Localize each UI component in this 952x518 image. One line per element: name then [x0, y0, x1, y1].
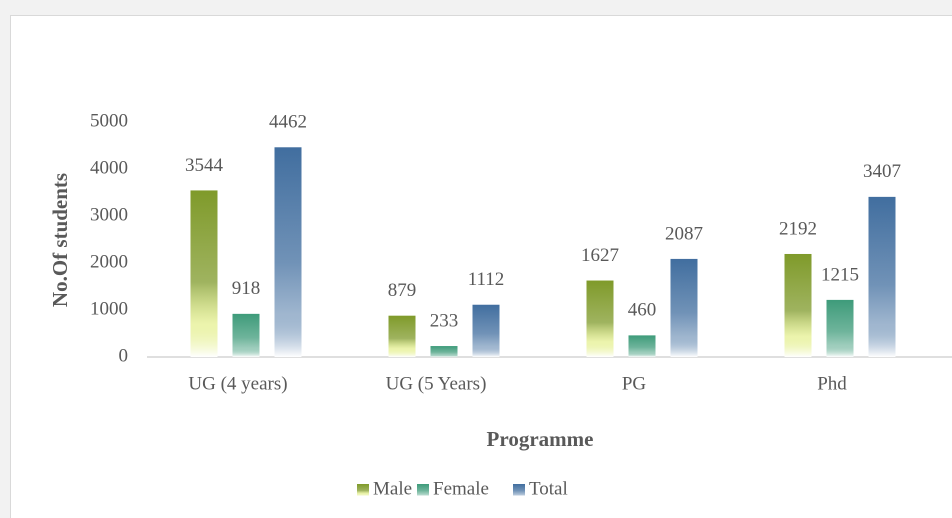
y-tick-label: 1000 [90, 298, 128, 319]
legend-swatch [513, 484, 525, 496]
bar [670, 258, 698, 357]
data-label: 2192 [779, 218, 817, 239]
data-label: 2087 [665, 223, 703, 244]
data-label: 460 [628, 300, 657, 321]
data-label: 3544 [185, 155, 224, 176]
y-tick-label: 2000 [90, 251, 128, 272]
bar [868, 196, 896, 357]
x-tick-label: Phd [817, 373, 847, 394]
bar [274, 147, 302, 357]
legend-label: Male [373, 478, 412, 499]
data-label: 3407 [863, 161, 901, 182]
bar [586, 280, 614, 357]
bar [232, 313, 260, 357]
legend-label: Total [529, 478, 568, 499]
data-label: 1215 [821, 264, 859, 285]
legend-label: Female [433, 478, 489, 499]
bar [784, 253, 812, 357]
bar [190, 190, 218, 357]
y-tick-label: 0 [119, 345, 129, 366]
x-tick-label: UG (4 years) [188, 373, 287, 394]
data-label: 1627 [581, 245, 619, 266]
data-label: 233 [430, 310, 459, 331]
y-tick-label: 4000 [90, 157, 128, 178]
bar [826, 299, 854, 357]
bar [472, 304, 500, 357]
x-tick-label: UG (5 Years) [386, 373, 487, 394]
bar [430, 346, 458, 357]
x-axis-title: Programme [487, 427, 594, 451]
data-label: 918 [232, 278, 261, 299]
legend-swatch [357, 484, 369, 496]
data-label: 4462 [269, 112, 307, 133]
y-tick-label: 3000 [90, 204, 128, 225]
bar [388, 315, 416, 357]
y-axis-title: No.Of students [48, 173, 72, 307]
x-tick-label: PG [622, 373, 647, 394]
y-tick-label: 5000 [90, 110, 128, 131]
data-label: 1112 [468, 269, 505, 290]
legend-swatch [417, 484, 429, 496]
bar [628, 335, 656, 357]
data-label: 879 [388, 280, 417, 301]
